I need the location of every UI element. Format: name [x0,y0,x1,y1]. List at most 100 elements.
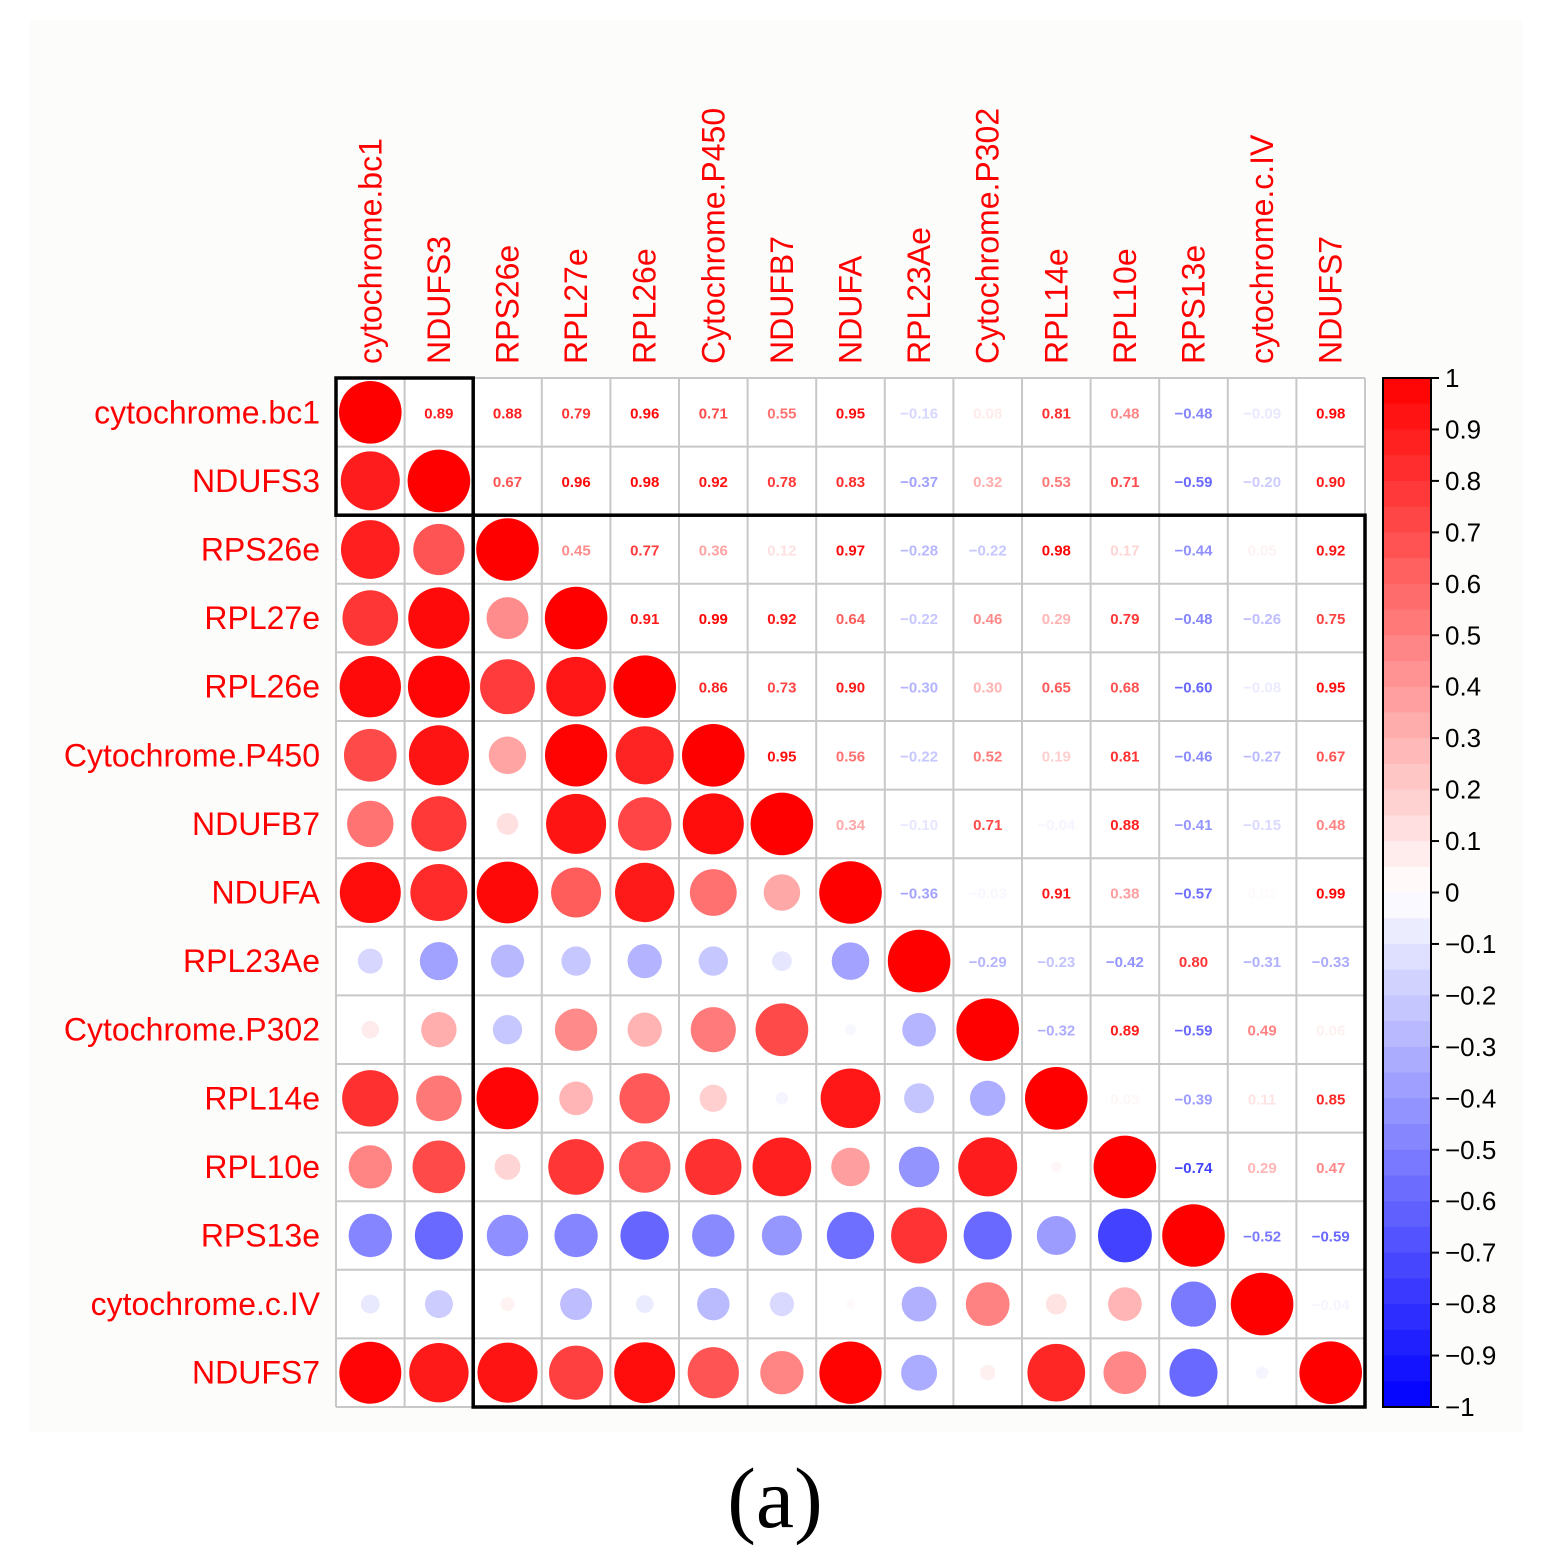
corr-value-RPS26e-RPS13e: −0.44 [1175,543,1214,560]
row-label-RPL10e: RPL10e [204,1149,320,1185]
column-label-RPL10e: RPL10e [1107,248,1143,364]
corr-circle-Cytochrome.P302-RPL26e [627,1012,662,1047]
corr-value-RPL23Ae-RPL14e: −0.23 [1037,954,1075,971]
colorbar-band [1383,455,1431,482]
corr-value-Cytochrome.P450-RPL10e: 0.81 [1110,748,1139,765]
corr-circle-RPL10e-RPL27e [548,1139,604,1195]
corr-circle-RPL14e-NDUFS3 [416,1075,462,1122]
corr-value-RPL10e-RPS13e: −0.74 [1175,1160,1214,1177]
colorbar-band [1383,1124,1431,1151]
corr-circle-RPS26e-cytochrome.bc1 [340,520,400,579]
colorbar-band [1383,943,1431,971]
corr-circle-RPL10e-RPL23Ae [898,1146,940,1188]
corr-value-RPL14e-RPS13e: −0.39 [1175,1091,1213,1108]
corr-circle-RPL23Ae-NDUFB7 [772,951,792,971]
corr-circle-RPS13e-Cytochrome.P450 [692,1214,735,1257]
colorbar-tick-label: −0.7 [1445,1238,1496,1268]
corr-circle-RPL14e-Cytochrome.P450 [699,1084,727,1112]
cluster-box-2 [471,513,1367,1409]
colorbar-band [1383,841,1431,868]
corr-circle-RPL23Ae-NDUFS3 [419,942,458,981]
column-label-NDUFS7: NDUFS7 [1313,236,1349,364]
corr-circle-RPL27e-cytochrome.bc1 [342,590,399,646]
cluster-box-1 [334,376,475,517]
corr-value-cytochrome.bc1-NDUFB7: 0.55 [767,405,796,422]
corr-circle-RPL27e-RPS26e [486,597,529,640]
column-label-RPS13e: RPS13e [1176,245,1212,364]
colorbar-band [1383,1098,1431,1125]
corr-circle-RPS13e-NDUFB7 [761,1215,802,1256]
corr-value-RPL23Ae-RPL10e: −0.42 [1106,954,1144,971]
colorbar-tick-label: −0.2 [1445,980,1496,1010]
colorbar-band [1383,609,1431,636]
corr-value-RPS26e-cytochrome.c.IV: 0.05 [1247,543,1276,560]
corr-value-RPL27e-NDUFB7: 0.92 [767,611,796,628]
corr-value-NDUFS3-RPL26e: 0.98 [630,474,659,491]
corr-value-RPL26e-Cytochrome.P450: 0.86 [699,680,728,697]
corr-value-cytochrome.bc1-RPL27e: 0.79 [561,405,590,422]
colorbar-band [1383,1278,1431,1305]
corr-circle-RPL14e-RPL26e [619,1073,670,1124]
corr-circle-RPL14e-NDUFA [820,1068,881,1129]
column-label-Cytochrome.P302: Cytochrome.P302 [970,108,1006,364]
corr-value-RPL27e-cytochrome.c.IV: −0.26 [1243,611,1281,628]
corr-value-RPL27e-RPS13e: −0.48 [1175,611,1213,628]
corr-circle-NDUFS7-RPL27e [548,1345,604,1400]
corr-value-RPS26e-RPL23Ae: −0.28 [900,543,938,560]
corr-value-RPL27e-RPL10e: 0.79 [1110,611,1139,628]
row-label-Cytochrome.P450: Cytochrome.P450 [64,737,320,773]
corr-value-NDUFS3-cytochrome.c.IV: −0.20 [1243,474,1281,491]
corr-circle-Cytochrome.P302-Cytochrome.P450 [690,1007,736,1053]
colorbar-tick-label: 0.4 [1445,672,1481,702]
colorbar-tick-label: −0.5 [1445,1135,1496,1165]
corr-value-Cytochrome.P450-NDUFA: 0.56 [836,748,865,765]
corr-circle-Cytochrome.P302-NDUFA [845,1024,856,1036]
corr-circle-RPL14e-RPS26e [476,1067,539,1130]
corr-circle-NDUFS7-RPL14e [1027,1343,1086,1402]
corr-value-NDUFS3-RPL14e: 0.53 [1042,474,1071,491]
column-label-NDUFS3: NDUFS3 [421,236,457,364]
corr-value-NDUFB7-RPL14e: −0.04 [1037,817,1076,834]
corr-circle-Cytochrome.P450-RPS26e [488,736,527,775]
colorbar-band [1383,1355,1431,1382]
row-label-NDUFS3: NDUFS3 [192,463,320,499]
corr-value-RPS26e-RPL27e: 0.45 [561,543,590,560]
row-label-RPS26e: RPS26e [201,532,320,568]
corr-circle-Cytochrome.P302-RPL27e [554,1008,598,1051]
colorbar-band [1383,815,1431,842]
corr-value-RPS26e-NDUFB7: 0.12 [767,543,796,560]
corr-value-RPS26e-RPL26e: 0.77 [630,543,659,560]
corr-circle-NDUFA-RPL26e [615,862,675,923]
corr-circle-RPL23Ae-cytochrome.bc1 [357,948,383,974]
colorbar-band [1383,583,1431,611]
colorbar-band [1383,995,1431,1022]
corr-value-NDUFS3-NDUFS7: 0.90 [1316,474,1345,491]
corr-value-cytochrome.bc1-RPL14e: 0.81 [1042,405,1071,422]
row-label-cytochrome.bc1: cytochrome.bc1 [94,394,320,430]
colorbar-tick-label: −0.9 [1445,1341,1496,1371]
corr-value-RPL27e-RPL26e: 0.91 [630,611,659,628]
corr-circle-cytochrome.c.IV-NDUFS3 [424,1290,453,1319]
corr-circle-cytochrome.c.IV-NDUFA [846,1299,855,1309]
corr-circle-RPL10e-NDUFS3 [412,1140,466,1194]
corr-value-NDUFS3-NDUFB7: 0.78 [767,474,796,491]
corr-value-Cytochrome.P302-NDUFS7: 0.06 [1316,1023,1345,1040]
corr-value-RPL27e-RPL14e: 0.29 [1042,611,1071,628]
corr-circle-NDUFA-Cytochrome.P450 [689,869,737,916]
corr-circle-Cytochrome.P450-RPL27e [544,724,608,787]
corr-value-Cytochrome.P302-RPL10e: 0.89 [1110,1023,1139,1040]
corr-circle-NDUFA-RPL27e [551,867,602,918]
colorbar-tick-label: 0.2 [1445,775,1481,805]
corr-value-cytochrome.bc1-NDUFS7: 0.98 [1316,405,1345,422]
column-label-RPS26e: RPS26e [490,245,526,364]
corr-value-NDUFS3-NDUFA: 0.83 [836,474,865,491]
corr-value-NDUFB7-NDUFA: 0.34 [836,817,866,834]
corr-circle-cytochrome.c.IV-cytochrome.c.IV [1230,1272,1294,1336]
colorbar-band [1383,1226,1431,1254]
corr-value-cytochrome.bc1-RPL10e: 0.48 [1110,405,1139,422]
corr-value-RPL26e-NDUFB7: 0.73 [767,680,796,697]
corr-circle-RPL23Ae-RPL27e [561,946,591,976]
corr-value-cytochrome.bc1-Cytochrome.P302: 0.08 [973,405,1002,422]
corr-circle-RPL10e-RPS26e [494,1153,521,1180]
corr-circle-RPL14e-Cytochrome.P302 [969,1080,1006,1117]
